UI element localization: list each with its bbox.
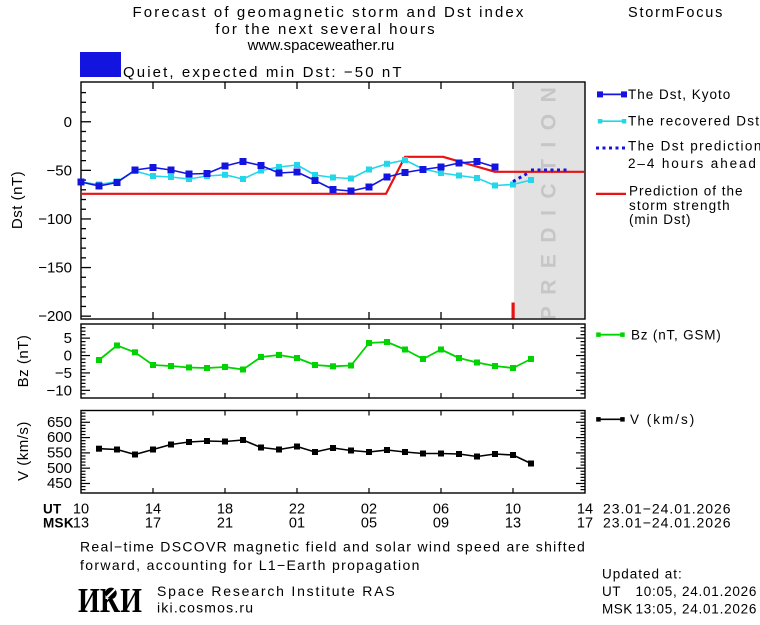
svg-text:500: 500	[47, 460, 72, 477]
svg-text:forward, accounting for L1−Ear: forward, accounting for L1−Earth propaga…	[80, 557, 421, 573]
svg-text:The Dst prediction: The Dst prediction	[628, 139, 760, 154]
svg-text:www.spaceweather.ru: www.spaceweather.ru	[247, 37, 395, 54]
svg-text:23.01−24.01.2026: 23.01−24.01.2026	[603, 501, 731, 517]
svg-text:V (km/s): V (km/s)	[630, 412, 696, 427]
svg-text:MSK: MSK	[43, 516, 74, 531]
svg-text:UT: UT	[43, 502, 62, 517]
svg-text:10: 10	[505, 502, 521, 518]
svg-text:22: 22	[289, 502, 305, 518]
svg-text:550: 550	[47, 445, 72, 462]
svg-text:Quiet, expected min Dst: −50 n: Quiet, expected min Dst: −50 nT	[123, 64, 404, 81]
svg-text:−100: −100	[38, 211, 72, 228]
svg-text:06: 06	[433, 502, 449, 518]
svg-text:10:05, 24.01.2026: 10:05, 24.01.2026	[636, 584, 758, 599]
svg-text:650: 650	[47, 414, 72, 431]
svg-text:0: 0	[64, 114, 72, 131]
svg-text:StormFocus: StormFocus	[628, 5, 724, 21]
svg-text:Prediction of the: Prediction of the	[629, 184, 744, 199]
svg-text:0: 0	[64, 348, 72, 365]
svg-text:−200: −200	[38, 308, 72, 325]
svg-text:02: 02	[361, 502, 377, 518]
svg-text:01: 01	[289, 516, 305, 532]
svg-text:17: 17	[577, 516, 593, 532]
svg-text:09: 09	[433, 516, 449, 532]
svg-text:−10: −10	[47, 382, 72, 399]
svg-text:13: 13	[73, 516, 89, 532]
svg-text:14: 14	[577, 502, 593, 518]
svg-text:14: 14	[145, 502, 161, 518]
svg-text:18: 18	[217, 502, 233, 518]
svg-text:V (km/s): V (km/s)	[15, 421, 32, 481]
svg-text:10: 10	[73, 502, 89, 518]
svg-text:Updated at:: Updated at:	[602, 567, 683, 582]
svg-text:23.01−24.01.2026: 23.01−24.01.2026	[603, 515, 731, 531]
svg-text:PREDICTION: PREDICTION	[538, 76, 561, 321]
svg-text:Dst (nT): Dst (nT)	[9, 171, 26, 229]
svg-text:UT: UT	[602, 584, 621, 599]
svg-text:−50: −50	[47, 162, 72, 179]
svg-text:2–4 hours ahead: 2–4 hours ahead	[628, 156, 758, 171]
svg-text:iki.cosmos.ru: iki.cosmos.ru	[157, 600, 254, 616]
svg-text:Space Research Institute RAS: Space Research Institute RAS	[157, 583, 397, 599]
svg-text:MSK: MSK	[602, 602, 633, 617]
svg-text:−5: −5	[55, 365, 72, 382]
svg-text:17: 17	[145, 516, 161, 532]
svg-text:Forecast of geomagnetic storm: Forecast of geomagnetic storm and Dst in…	[133, 4, 526, 21]
svg-text:600: 600	[47, 429, 72, 446]
svg-text:13:05, 24.01.2026: 13:05, 24.01.2026	[636, 602, 758, 617]
svg-text:450: 450	[47, 475, 72, 492]
svg-text:(min Dst): (min Dst)	[629, 212, 691, 227]
svg-text:Bz (nT): Bz (nT)	[15, 335, 32, 388]
svg-text:Real−time DSCOVR magnetic fiel: Real−time DSCOVR magnetic field and sola…	[80, 539, 586, 555]
svg-text:5: 5	[64, 330, 72, 347]
svg-text:21: 21	[217, 516, 233, 532]
svg-text:for the next several hours: for the next several hours	[215, 21, 436, 38]
svg-text:storm strength: storm strength	[629, 198, 731, 213]
svg-text:Bz (nT, GSM): Bz (nT, GSM)	[631, 328, 722, 343]
svg-text:05: 05	[361, 516, 377, 532]
svg-text:The recovered Dst: The recovered Dst	[628, 114, 760, 129]
svg-text:The Dst, Kyoto: The Dst, Kyoto	[628, 87, 731, 102]
svg-text:13: 13	[505, 516, 521, 532]
svg-text:−150: −150	[38, 260, 72, 277]
